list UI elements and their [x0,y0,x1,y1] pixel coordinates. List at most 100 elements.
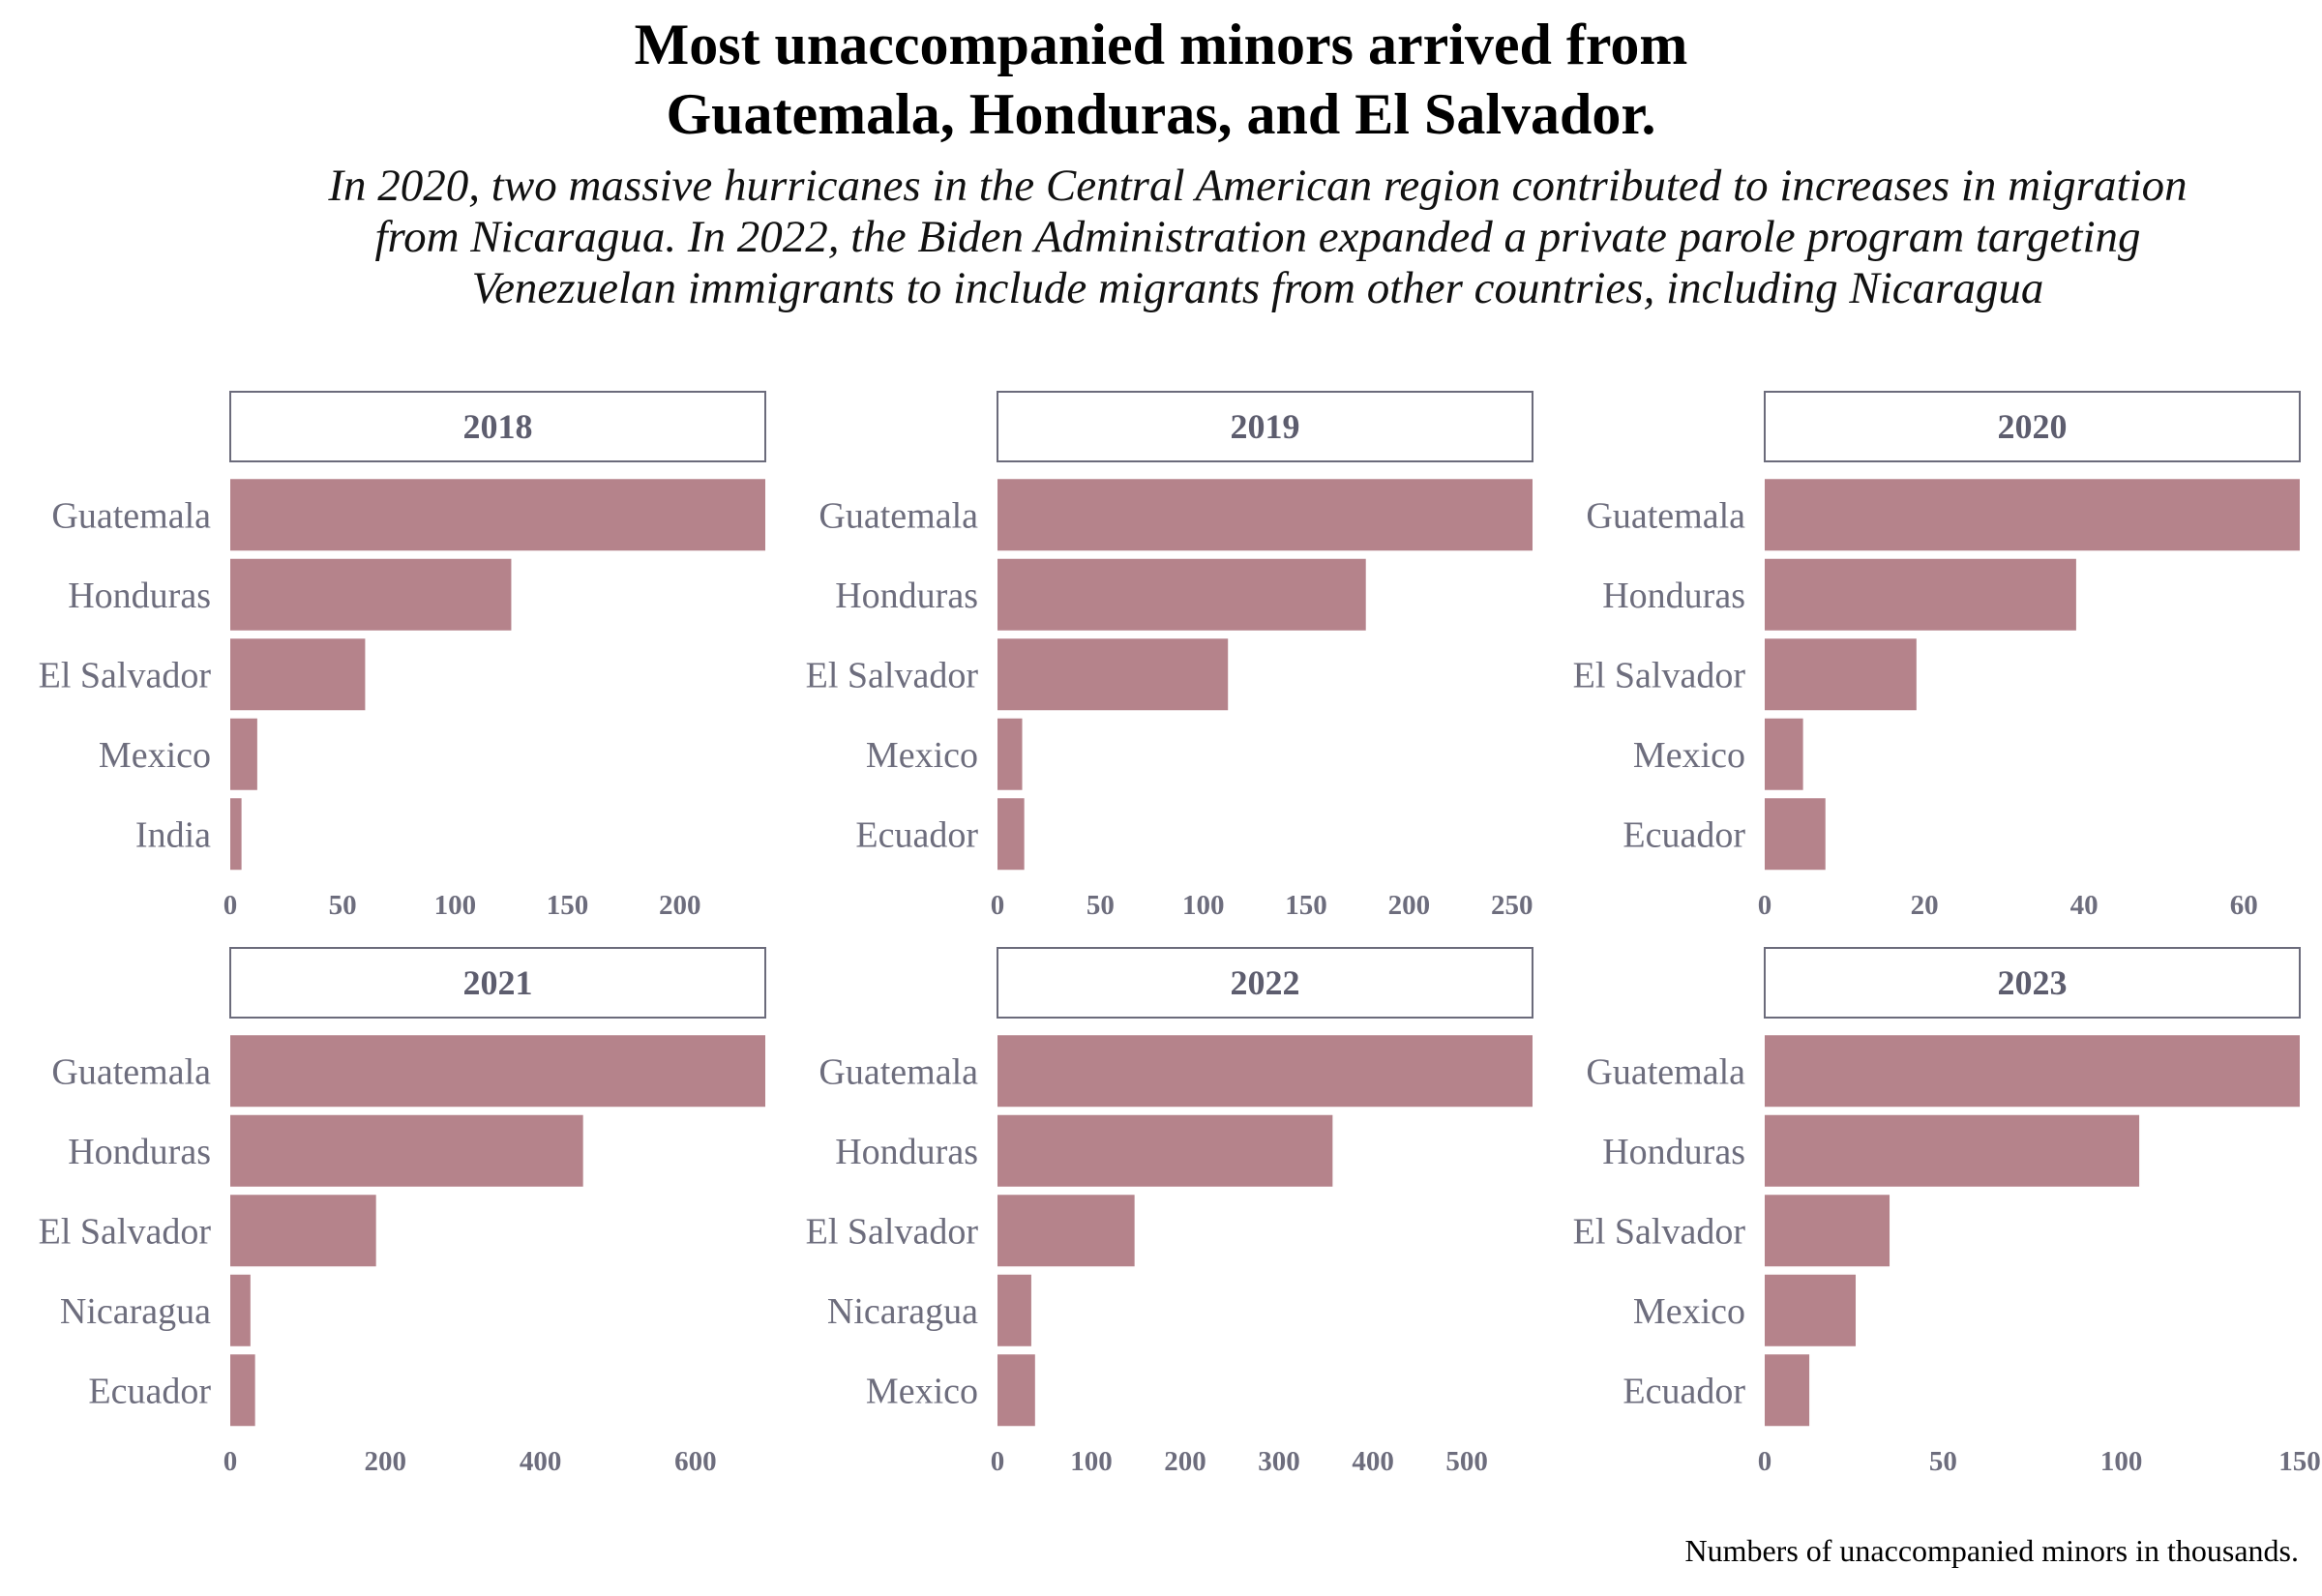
x-tick-label: 100 [1182,890,1225,921]
x-tick-label: 0 [991,1446,1005,1477]
bar [1765,479,2300,551]
bar [230,638,366,711]
category-label: Honduras [68,1132,211,1172]
bar [230,1354,255,1427]
bar [1765,638,1917,711]
bar [230,798,242,871]
facet-strip [229,391,766,462]
subtitle-line: from Nicaragua. In 2022, the Biden Admin… [374,212,2141,262]
facet-strip-label: 2019 [1231,407,1300,446]
category-label: India [135,814,211,855]
bar [997,1195,1135,1267]
x-tick-label: 400 [520,1446,562,1477]
category-label: Guatemala [51,1051,211,1092]
x-tick-label: 50 [329,890,357,921]
bar [1765,1274,1857,1346]
category-label: Guatemala [51,495,211,536]
bar [1765,718,1803,790]
x-tick-label: 0 [991,890,1005,921]
x-tick-label: 150 [547,890,589,921]
x-tick-label: 400 [1352,1446,1394,1477]
category-label: El Salvador [1573,1211,1746,1252]
category-label: Ecuador [88,1371,211,1411]
facet-strip-label: 2020 [1998,407,2068,446]
chart-title: Most unaccompanied minors arrived from G… [0,10,2322,149]
x-tick-label: 100 [2100,1446,2143,1477]
bar [230,1114,583,1187]
facet-strip [997,391,1533,462]
facet-strip [997,947,1533,1019]
x-tick-label: 60 [2230,890,2258,921]
x-tick-label: 100 [434,890,477,921]
category-label: Mexico [99,735,211,776]
category-label: Nicaragua [60,1291,211,1332]
category-label: Honduras [68,576,211,616]
bar [997,718,1023,790]
facet-strip [229,947,766,1019]
category-label: Ecuador [855,814,978,855]
facet-panel-2023: 2023 Guatemala Honduras El Salvador Mexico Ec… [1573,947,2321,1477]
x-tick-label: 600 [674,1446,717,1477]
bar [997,798,1025,871]
category-label: El Salvador [39,655,212,695]
category-label: Guatemala [819,1051,978,1092]
title-line: Guatemala, Honduras, and El Salvador. [666,82,1656,146]
bar [230,479,765,551]
facet-panel-2019: 2019 Guatemala Honduras El Salvador Mexico Ec… [806,391,1533,921]
facet-strip-label: 2022 [1231,963,1300,1002]
bar [997,479,1533,551]
x-tick-label: 100 [1070,1446,1113,1477]
bar [997,1274,1031,1346]
x-tick-label: 20 [1911,890,1939,921]
category-label: El Salvador [806,655,979,695]
facet-strip-label: 2021 [463,963,533,1002]
facet-strip-label: 2018 [463,407,533,446]
bar [230,558,512,631]
x-tick-label: 200 [659,890,701,921]
bar [230,1195,376,1267]
bar [230,1035,765,1108]
facet-strip [1764,947,2301,1019]
bar [997,1354,1035,1427]
category-label: Honduras [1602,576,1745,616]
category-label: Mexico [1633,1291,1745,1332]
x-tick-label: 0 [1758,1446,1772,1477]
x-tick-label: 200 [365,1446,407,1477]
category-label: Honduras [1602,1132,1745,1172]
bar [997,1114,1333,1187]
bar [997,1035,1533,1108]
bar [997,638,1229,711]
bar [1765,558,2076,631]
category-label: Honduras [835,576,978,616]
x-tick-label: 300 [1258,1446,1300,1477]
x-tick-label: 150 [2278,1446,2321,1477]
chart-subtitle: In 2020, two massive hurricanes in the C… [194,161,2322,314]
bar [1765,1114,2140,1187]
facet-strip [1764,391,2301,462]
category-label: El Salvador [1573,655,1746,695]
bar [1765,1354,1810,1427]
category-label: Ecuador [1622,814,1745,855]
x-tick-label: 150 [1285,890,1327,921]
x-tick-label: 200 [1164,1446,1206,1477]
bar [997,558,1366,631]
facet-strip-label: 2023 [1998,963,2068,1002]
title-line: Most unaccompanied minors arrived from [634,13,1688,76]
facet-panel-2018: 2018 Guatemala Honduras El Salvador Mexico In… [39,391,766,921]
category-label: Guatemala [1586,495,1745,536]
bar [1765,1195,1890,1267]
bar [1765,1035,2300,1108]
category-label: Mexico [866,735,978,776]
category-label: El Salvador [806,1211,979,1252]
subtitle-line: In 2020, two massive hurricanes in the C… [328,161,2188,211]
category-label: Guatemala [819,495,978,536]
x-tick-label: 200 [1388,890,1431,921]
x-tick-label: 40 [2070,890,2099,921]
category-label: Mexico [866,1371,978,1411]
x-tick-label: 50 [1929,1446,1957,1477]
x-tick-label: 250 [1491,890,1533,921]
x-tick-label: 0 [1758,890,1772,921]
bar [230,1274,251,1346]
x-tick-label: 0 [223,890,238,921]
